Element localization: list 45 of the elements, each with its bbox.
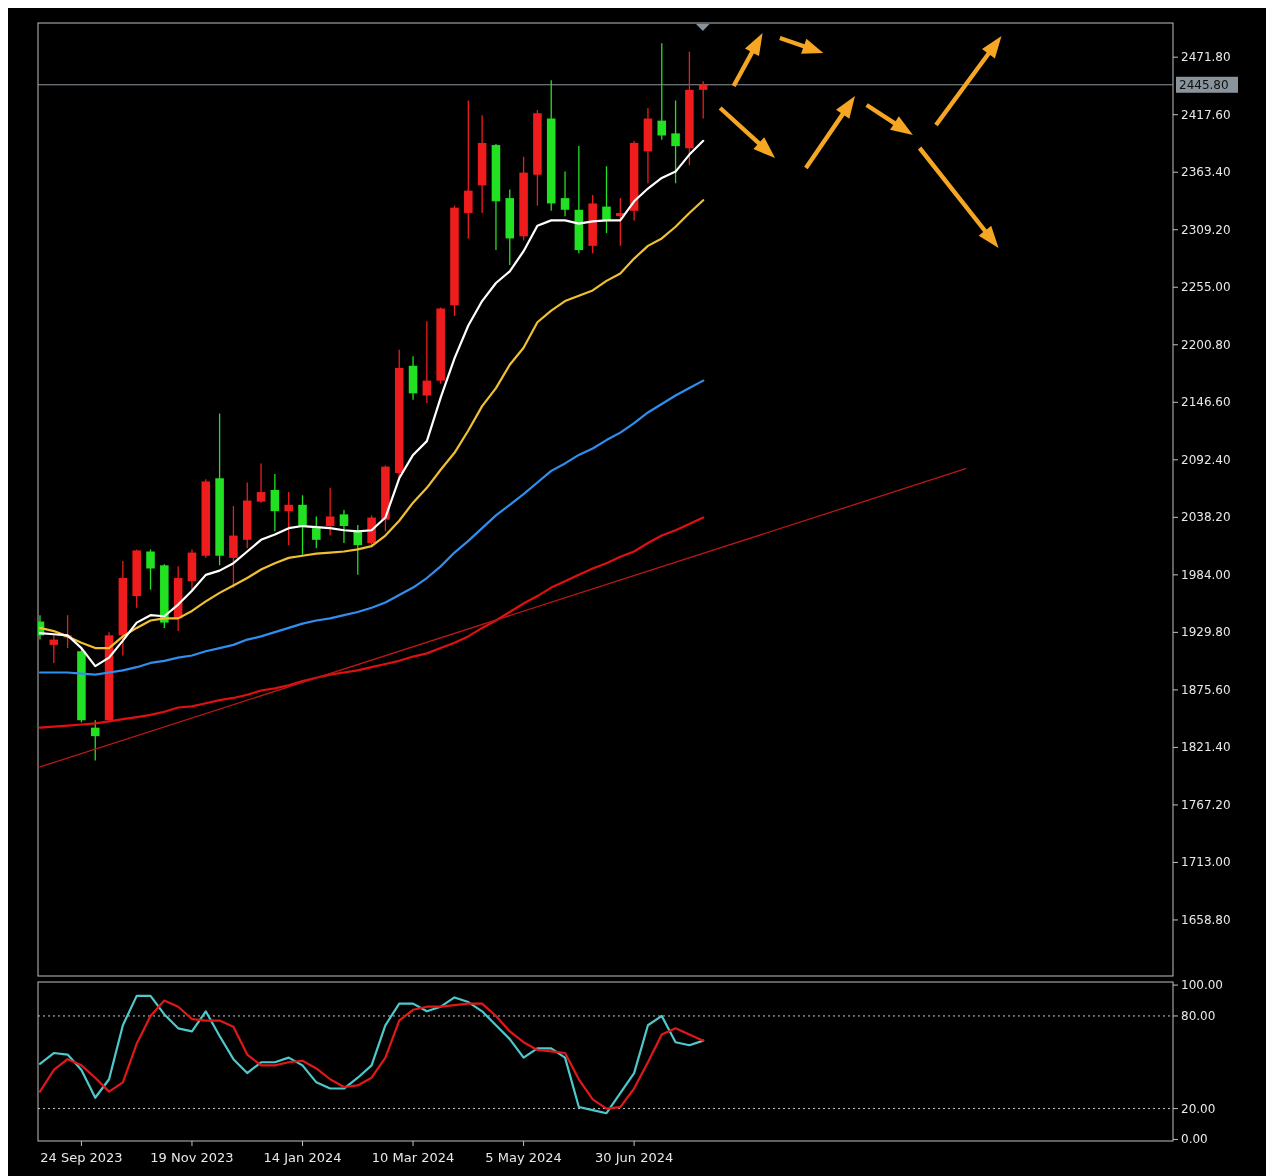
- y-tick-label: 2200.80: [1181, 337, 1231, 352]
- candlestick: [560, 170, 570, 217]
- y-tick-label: 1929.80: [1181, 625, 1231, 640]
- y-tick-label: 1713.00: [1181, 855, 1231, 870]
- y-tick-label: 20.00: [1181, 1101, 1216, 1116]
- candlestick: [353, 524, 363, 576]
- candlestick: [339, 509, 349, 544]
- candlestick: [256, 462, 266, 504]
- candlestick: [270, 473, 280, 532]
- candlestick: [229, 505, 238, 589]
- candlestick: [298, 494, 307, 556]
- candlestick: [657, 42, 667, 141]
- x-tick-label: 10 Mar 2024: [371, 1150, 455, 1165]
- y-tick-label: 2255.00: [1181, 280, 1231, 295]
- y-tick-label: 2038.20: [1181, 510, 1231, 525]
- x-tick-label: 19 Nov 2023: [150, 1150, 234, 1165]
- line-series: [38, 379, 705, 676]
- y-tick-label: 1984.00: [1181, 567, 1231, 582]
- ref-line-label: 2445.80: [1179, 77, 1229, 92]
- y-tick-label: 1767.20: [1181, 797, 1231, 812]
- candlestick: [464, 99, 473, 240]
- y-tick-label: 2471.80: [1181, 50, 1231, 65]
- x-tick-label: 30 Jun 2024: [595, 1150, 674, 1165]
- x-tick-label: 24 Sep 2023: [40, 1150, 123, 1165]
- x-tick-label: 5 May 2024: [485, 1150, 562, 1165]
- candlestick: [602, 165, 611, 234]
- candlestick: [312, 515, 321, 549]
- y-tick-label: 100.00: [1181, 978, 1223, 993]
- line-series: [38, 516, 705, 729]
- candlestick: [325, 487, 335, 537]
- y-tick-label: 2417.60: [1181, 107, 1231, 122]
- y-tick-label: 2363.40: [1181, 165, 1231, 180]
- y-tick-label: 2146.60: [1181, 395, 1231, 410]
- y-tick-label: 1875.60: [1181, 682, 1231, 697]
- candlestick: [90, 719, 100, 762]
- candlestick: [671, 99, 680, 184]
- x-tick-label: 14 Jan 2024: [263, 1150, 342, 1165]
- y-tick-label: 0.00: [1181, 1132, 1208, 1147]
- y-tick-label: 80.00: [1181, 1008, 1216, 1023]
- y-tick-label: 2092.40: [1181, 452, 1231, 467]
- y-tick-label: 1821.40: [1181, 740, 1231, 755]
- y-tick-label: 1658.80: [1181, 912, 1231, 927]
- candlestick: [146, 548, 155, 591]
- y-tick-label: 2309.20: [1181, 222, 1231, 237]
- candlestick: [284, 491, 293, 546]
